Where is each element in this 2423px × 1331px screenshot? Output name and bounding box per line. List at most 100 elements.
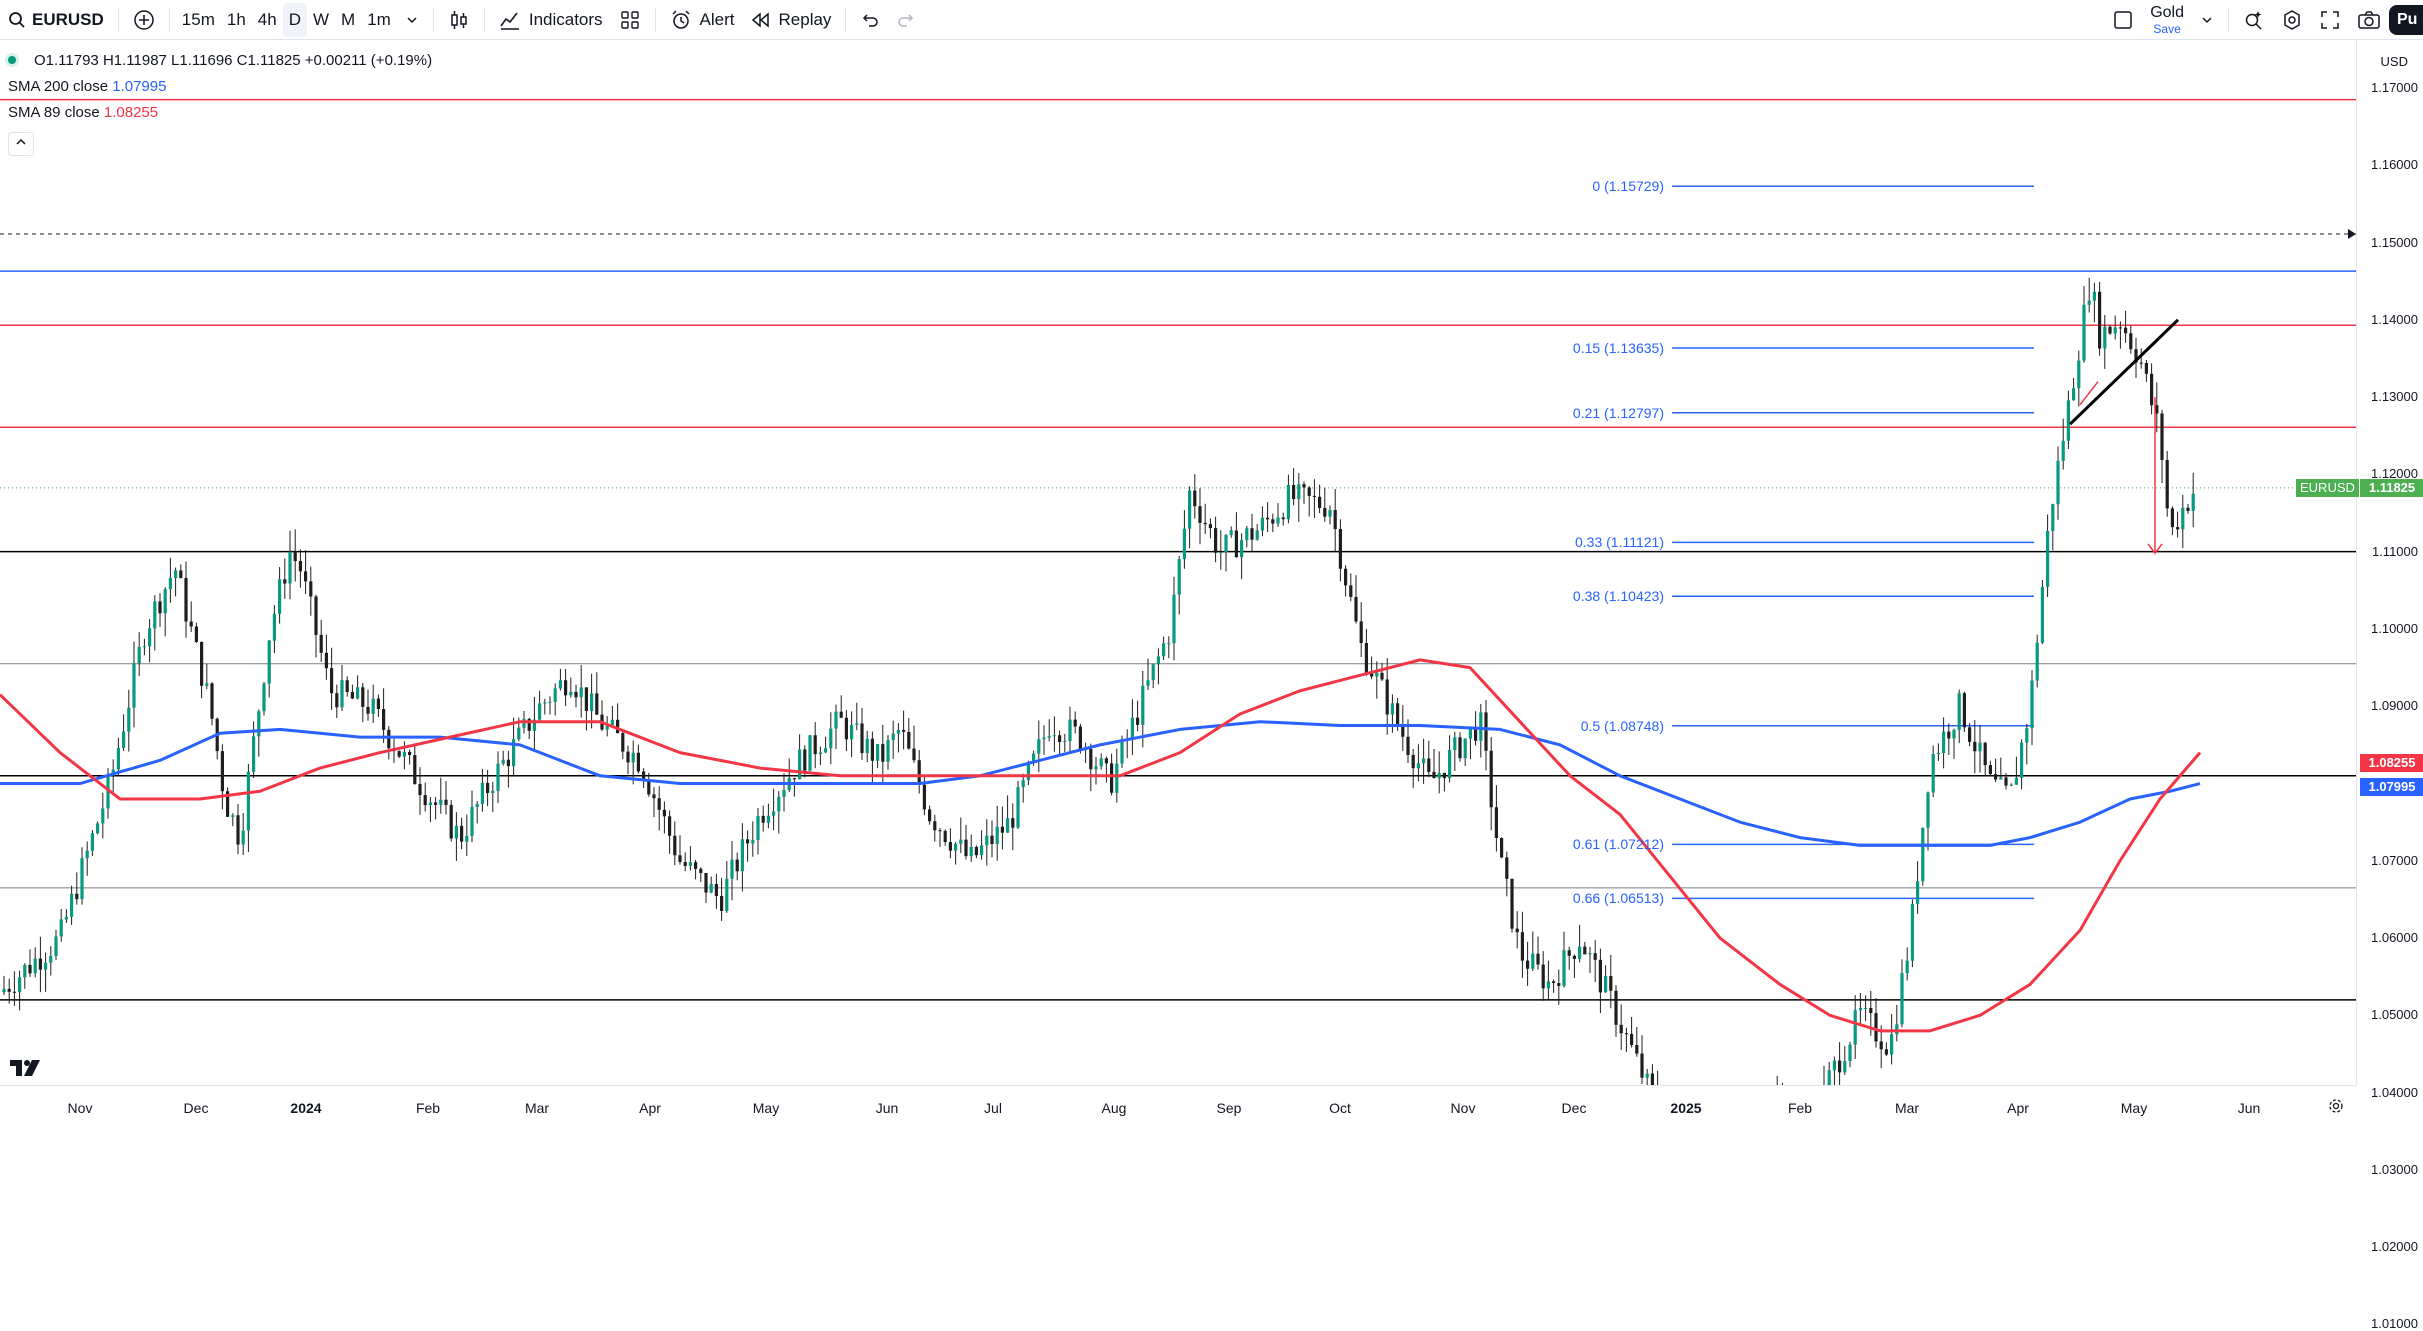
candle-body — [2176, 527, 2180, 530]
candle-body — [1474, 726, 1478, 741]
ohlc-values: O1.11793 H1.11987 L1.11696 C1.11825 +0.0… — [34, 52, 433, 69]
sma89-line[interactable] — [0, 658, 2202, 1033]
layout-name-button[interactable]: Gold Save — [2150, 5, 2184, 36]
candle-body — [1427, 758, 1431, 772]
sma200-legend-value: 1.07995 — [112, 78, 167, 95]
undo-button[interactable] — [852, 0, 888, 40]
candle-body — [834, 711, 838, 729]
timeframe-d[interactable]: D — [282, 2, 307, 37]
candle-body — [1988, 765, 1992, 775]
indicators-button[interactable]: Indicators — [491, 0, 611, 40]
time-tick-label: Aug — [1101, 1100, 1127, 1116]
sma89-legend[interactable]: SMA 89 close 1.08255 — [8, 104, 158, 121]
candle-body — [1510, 878, 1514, 929]
plus-circle-icon — [133, 9, 155, 31]
sma200-legend[interactable]: SMA 200 close 1.07995 — [8, 78, 166, 95]
candle-body — [304, 571, 308, 582]
snapshot-button[interactable] — [2349, 0, 2389, 40]
tradingview-logo[interactable] — [10, 1058, 46, 1083]
timeframe-m[interactable]: M — [341, 9, 356, 29]
alert-button[interactable]: Alert — [662, 0, 743, 40]
candle-body — [345, 680, 349, 692]
candle-body — [1318, 496, 1322, 508]
candle-body — [678, 855, 682, 863]
timeframe-4h[interactable]: 4h — [257, 9, 277, 29]
candles-icon — [448, 9, 470, 31]
candle-body — [1458, 737, 1462, 759]
price-chart[interactable] — [0, 40, 2356, 1085]
candle-body — [543, 702, 547, 704]
time-tick-label: Dec — [183, 1100, 209, 1116]
candle-body — [1619, 1024, 1623, 1034]
candle-body — [1297, 484, 1301, 500]
sma200-line[interactable] — [0, 720, 2201, 847]
time-axis[interactable]: Nov Dec 2024 Feb Mar Apr May Jun Jul Aug Sep Oct Nov… — [0, 1085, 2356, 1126]
candle-body — [850, 724, 854, 740]
candle-body — [1910, 903, 1914, 961]
fullscreen-square-button[interactable] — [2104, 0, 2142, 40]
candle-body — [1827, 1070, 1831, 1085]
candle-body — [444, 799, 448, 805]
candle-body — [1224, 534, 1228, 553]
candle-body — [522, 718, 526, 728]
publish-button[interactable]: Pu — [2389, 5, 2423, 35]
candle-body — [933, 821, 937, 831]
timeframe-dropdown[interactable] — [397, 0, 427, 40]
candle-body — [200, 641, 204, 686]
fib-level-label: 0.21 (1.12797) — [1572, 404, 1664, 421]
candle-body — [210, 683, 214, 719]
candle-body — [49, 955, 53, 963]
candle-body — [1567, 950, 1571, 956]
time-tick-label: May — [2120, 1100, 2148, 1116]
compare-symbol-button[interactable] — [125, 0, 163, 40]
candles — [2, 277, 2195, 1085]
candle-body — [1349, 585, 1353, 597]
quick-search-button[interactable] — [2235, 0, 2273, 40]
candle-body — [252, 736, 256, 772]
candle-body — [64, 916, 68, 920]
ohlc-legend: O1.11793 H1.11987 L1.11696 C1.11825 +0.0… — [8, 52, 432, 69]
replay-button[interactable]: Replay — [743, 0, 840, 40]
candle-body — [2066, 400, 2070, 441]
symbol-search[interactable]: EURUSD — [0, 0, 112, 40]
chart-type-button[interactable] — [440, 0, 478, 40]
candle-body — [1489, 750, 1493, 808]
candle-body — [413, 755, 417, 785]
price-tick-label: 1.09000 — [2371, 698, 2418, 714]
candle-body — [1895, 1024, 1899, 1035]
candle-body — [402, 751, 406, 757]
trend-line[interactable] — [2068, 318, 2180, 426]
price-axis[interactable]: USD 1.17000 1.16000 1.15000 1.14000 1.13000 1… — [2356, 40, 2423, 1331]
settings-button[interactable] — [2273, 0, 2311, 40]
candle-body — [1645, 1073, 1649, 1078]
price-line-arrow — [2348, 229, 2356, 240]
chart-pane[interactable]: 0 (1.15729) 0.15 (1.13635) 0.21 (1.12797) 0… — [0, 40, 2356, 1085]
fullscreen-button[interactable] — [2311, 0, 2349, 40]
candle-body — [44, 962, 48, 970]
candle-body — [1936, 753, 1940, 755]
candle-body — [2025, 728, 2029, 743]
chevron-up-icon — [15, 135, 27, 153]
timeframe-15m[interactable]: 15m — [181, 9, 215, 29]
time-tick-label: Apr — [2007, 1100, 2029, 1116]
currency-label[interactable]: USD — [2380, 54, 2408, 69]
candle-body — [512, 739, 516, 767]
candle-body — [756, 815, 760, 840]
axis-settings-button[interactable] — [2328, 1098, 2344, 1119]
candle-body — [1073, 719, 1077, 727]
templates-button[interactable] — [611, 0, 649, 40]
red-arrow-line[interactable] — [2079, 381, 2099, 406]
timeframe-1h[interactable]: 1h — [226, 9, 246, 29]
timeframe-1m[interactable]: 1m — [367, 9, 391, 29]
candle-body — [969, 846, 973, 857]
candle-body — [137, 646, 141, 664]
square-icon — [2112, 9, 2134, 31]
candle-body — [1068, 719, 1072, 742]
candle-body — [205, 683, 209, 686]
timeframe-w[interactable]: W — [313, 9, 330, 29]
redo-button[interactable] — [888, 0, 924, 40]
candle-body — [938, 830, 942, 832]
layout-dropdown[interactable] — [2192, 0, 2222, 40]
candle-body — [1042, 737, 1046, 740]
collapse-legend-button[interactable] — [8, 132, 34, 156]
